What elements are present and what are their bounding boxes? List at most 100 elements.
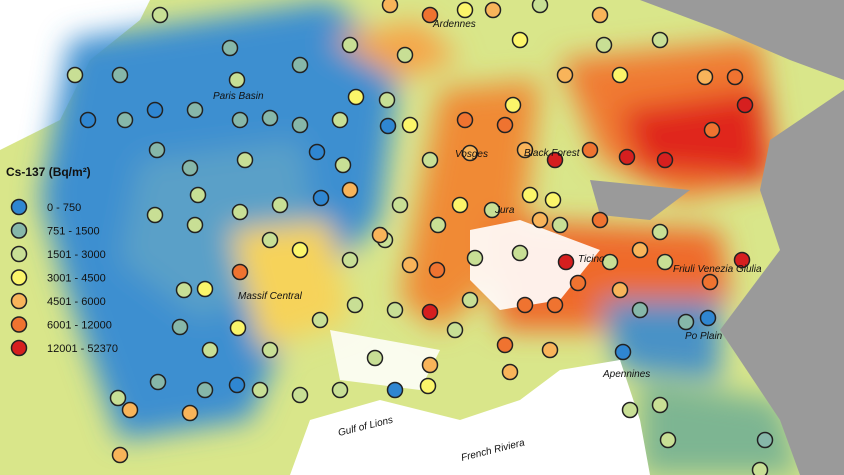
sample-site (181, 404, 199, 422)
sample-site (341, 36, 359, 54)
sample-site (546, 151, 564, 169)
sample-site (544, 191, 562, 209)
legend-swatch (10, 339, 28, 357)
place-label: Apennines (602, 369, 650, 380)
sample-site (109, 389, 127, 407)
sample-site (557, 253, 575, 271)
sample-site (521, 186, 539, 204)
sample-site (531, 211, 549, 229)
sample-site (451, 196, 469, 214)
sample-site (391, 196, 409, 214)
legend-label: 6001 - 12000 (47, 320, 112, 332)
sample-site (121, 401, 139, 419)
sample-site (429, 216, 447, 234)
sample-site (569, 274, 587, 292)
legend-label: 3001 - 4500 (47, 273, 106, 285)
sample-site (228, 71, 246, 89)
legend-label: 0 - 750 (47, 202, 81, 214)
sample-site (551, 216, 569, 234)
sample-site (631, 241, 649, 259)
legend-label: 12001 - 52370 (47, 343, 118, 355)
sample-site (251, 381, 269, 399)
sample-site (379, 117, 397, 135)
sample-site (111, 66, 129, 84)
sample-site (595, 36, 613, 54)
sample-site (733, 251, 751, 269)
place-label: Vosges (455, 149, 488, 160)
sample-site (186, 101, 204, 119)
sample-site (677, 313, 695, 331)
sample-site (331, 111, 349, 129)
legend-swatch (10, 292, 28, 310)
sample-site (483, 201, 501, 219)
sample-site (511, 244, 529, 262)
place-label: Paris Basin (213, 91, 264, 102)
sample-site (189, 186, 207, 204)
sample-site (261, 109, 279, 127)
sample-site (446, 321, 464, 339)
sample-site (621, 401, 639, 419)
sample-site (231, 203, 249, 221)
sample-site (421, 6, 439, 24)
sample-site (631, 301, 649, 319)
sample-site (751, 461, 769, 475)
sample-site (181, 159, 199, 177)
sample-site (228, 376, 246, 394)
sample-site (461, 144, 479, 162)
sample-site (516, 141, 534, 159)
sample-site (331, 381, 349, 399)
sample-site (699, 309, 717, 327)
sample-site (196, 280, 214, 298)
sample-site (659, 431, 677, 449)
legend-swatch (10, 198, 28, 216)
sample-site (171, 318, 189, 336)
sample-site (428, 261, 446, 279)
sample-site (421, 356, 439, 374)
sample-site (456, 111, 474, 129)
sample-site (381, 0, 399, 14)
sample-site (736, 96, 754, 114)
sample-site (291, 386, 309, 404)
sample-site (618, 148, 636, 166)
sample-site (611, 66, 629, 84)
outside-area (720, 90, 844, 475)
sample-site (201, 341, 219, 359)
sample-site (386, 301, 404, 319)
sample-site (334, 156, 352, 174)
sample-site (651, 31, 669, 49)
sample-site (236, 151, 254, 169)
sample-site (656, 151, 674, 169)
sample-site (701, 273, 719, 291)
sample-site (651, 396, 669, 414)
sample-site (347, 88, 365, 106)
sea (290, 360, 650, 475)
place-label: Ardennes (432, 19, 476, 30)
sample-site (516, 296, 534, 314)
sample-site (151, 6, 169, 24)
sample-site (366, 349, 384, 367)
sample-site (79, 111, 97, 129)
place-label: Jura (494, 205, 515, 216)
sample-site (312, 189, 330, 207)
sample-site (496, 116, 514, 134)
legend-swatch (10, 316, 28, 333)
sample-site (531, 0, 549, 14)
sample-site (311, 311, 329, 329)
place-label: Black Forest (524, 148, 581, 159)
place-label: Po Plain (685, 331, 723, 342)
sample-site (66, 66, 84, 84)
sample-site (581, 141, 599, 159)
sample-site (146, 206, 164, 224)
sample-site (504, 96, 522, 114)
sample-site (601, 253, 619, 271)
sample-site (511, 31, 529, 49)
sample-site (111, 446, 129, 464)
outside-area (590, 180, 690, 220)
sample-site (421, 151, 439, 169)
legend-label: 4501 - 6000 (47, 296, 106, 308)
legend-label: 1501 - 3000 (47, 249, 106, 261)
sample-site (419, 377, 437, 395)
sample-site (231, 111, 249, 129)
sample-site (456, 1, 474, 19)
sample-site (756, 431, 774, 449)
